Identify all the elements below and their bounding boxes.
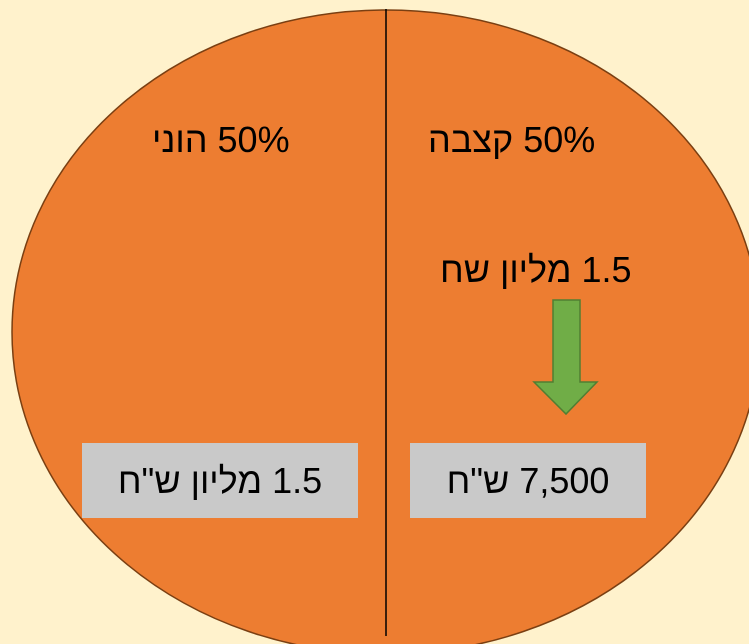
left-amount: 1.5 מליון ש"ח (117, 459, 323, 501)
lump-sum-note: 1.5 מליון שח (440, 249, 632, 290)
down-arrow (532, 299, 599, 416)
right-amount-box: 7,500 ש"ח (410, 443, 646, 518)
right-label: 50% קצבה (428, 119, 596, 160)
split-circle (11, 9, 749, 644)
left-amount-box: 1.5 מליון ש"ח (82, 443, 358, 518)
left-label: 50% הוני (152, 119, 290, 160)
right-amount: 7,500 ש"ח (446, 459, 610, 501)
